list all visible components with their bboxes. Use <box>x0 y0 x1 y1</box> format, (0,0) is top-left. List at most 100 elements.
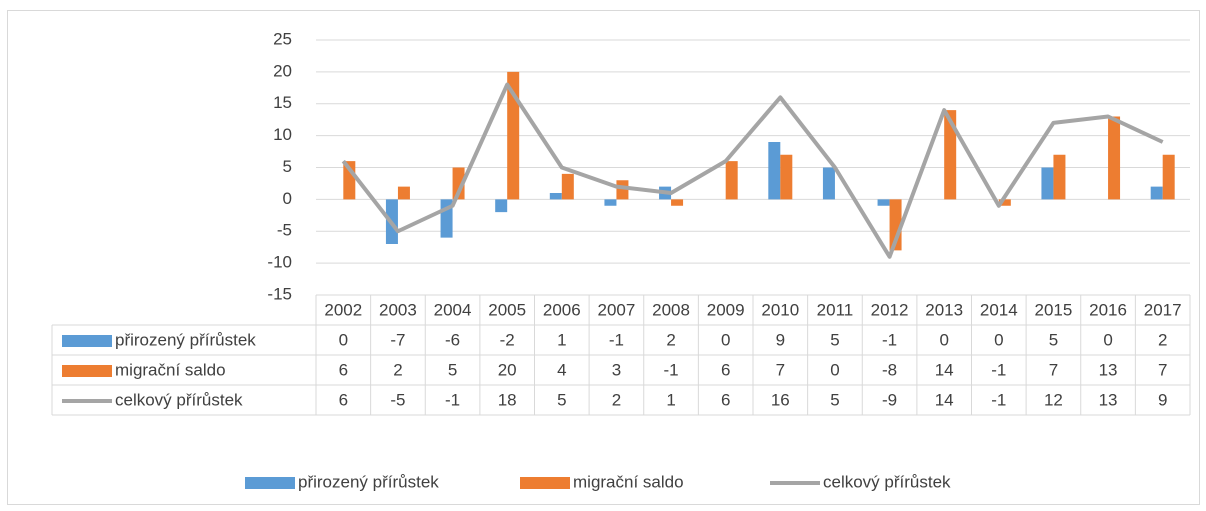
table-cell: 13 <box>1099 390 1118 409</box>
line-series <box>341 82 1164 259</box>
x-tick-label: 2017 <box>1144 300 1182 319</box>
x-tick-label: 2002 <box>324 300 362 319</box>
x-tick-label: 2011 <box>817 300 854 319</box>
bar <box>1150 186 1163 200</box>
table-cell: 0 <box>939 330 948 349</box>
table-cell: -1 <box>609 330 624 349</box>
y-tick-label: -15 <box>267 284 292 303</box>
table-cell: 9 <box>776 330 785 349</box>
legend-label: migrační saldo <box>573 472 684 491</box>
table-cell: 12 <box>1044 390 1063 409</box>
y-tick-label: 15 <box>273 93 292 112</box>
bar <box>495 199 508 213</box>
bar <box>780 154 793 200</box>
table-cell: 18 <box>498 390 517 409</box>
table-cell: 2 <box>666 330 675 349</box>
table-cell: 6 <box>339 390 348 409</box>
x-tick-label: 2010 <box>761 300 799 319</box>
table-cell: 3 <box>612 360 621 379</box>
table-cell: -1 <box>991 360 1006 379</box>
table-cell: 5 <box>830 330 839 349</box>
table-cell: -7 <box>390 330 405 349</box>
table-cell: 4 <box>557 360 566 379</box>
bar <box>1041 167 1054 200</box>
bar <box>768 142 781 200</box>
y-tick-label: 20 <box>273 61 292 80</box>
legend-key <box>62 335 112 347</box>
bar <box>1162 154 1175 200</box>
table-cell: 5 <box>830 390 839 409</box>
legend-label: přirozený přírůstek <box>298 472 439 491</box>
table-cell: -8 <box>882 360 897 379</box>
bar <box>1053 154 1066 200</box>
table-cell: -1 <box>445 390 460 409</box>
x-tick-label: 2008 <box>652 300 690 319</box>
table-row-label: přirozený přírůstek <box>115 330 256 349</box>
y-tick-label: 25 <box>273 29 292 48</box>
table-cell: 5 <box>1049 330 1058 349</box>
table-cell: 2 <box>612 390 621 409</box>
bar <box>549 193 562 200</box>
bar <box>671 199 684 206</box>
table-cell: 0 <box>1103 330 1112 349</box>
table-cell: 1 <box>666 390 675 409</box>
x-tick-label: 2012 <box>871 300 909 319</box>
y-tick-label: 0 <box>283 189 292 208</box>
x-tick-label: 2013 <box>925 300 963 319</box>
table-cell: 5 <box>448 360 457 379</box>
legend-key <box>520 477 570 489</box>
bar <box>877 199 890 206</box>
chart-border <box>7 10 1200 505</box>
x-tick-label: 2014 <box>980 300 1018 319</box>
x-tick-label: 2016 <box>1089 300 1127 319</box>
bar <box>397 186 410 200</box>
y-tick-label: -10 <box>267 253 292 272</box>
legend-key <box>62 365 112 377</box>
bar <box>1108 116 1121 200</box>
x-tick-label: 2009 <box>707 300 745 319</box>
bar <box>507 71 520 200</box>
legend-key <box>245 477 295 489</box>
table-row-label: celkový přírůstek <box>115 390 243 409</box>
table-cell: 0 <box>994 330 1003 349</box>
table-cell: 7 <box>1158 360 1167 379</box>
bar <box>944 110 957 200</box>
bar <box>822 167 835 200</box>
table-cell: 5 <box>557 390 566 409</box>
legend-label: celkový přírůstek <box>823 472 951 491</box>
bar <box>452 167 465 200</box>
x-tick-label: 2003 <box>379 300 417 319</box>
bar <box>604 199 617 206</box>
x-tick-label: 2004 <box>434 300 472 319</box>
table-cell: 2 <box>1158 330 1167 349</box>
table-cell: 7 <box>1049 360 1058 379</box>
y-tick-label: 10 <box>273 125 292 144</box>
table-cell: -1 <box>664 360 679 379</box>
table-cell: 2 <box>393 360 402 379</box>
table-cell: 6 <box>721 390 730 409</box>
x-tick-label: 2007 <box>598 300 636 319</box>
table-cell: -1 <box>882 330 897 349</box>
table-row-label: migrační saldo <box>115 360 226 379</box>
table-cell: -2 <box>500 330 515 349</box>
table-cell: 1 <box>557 330 566 349</box>
table-cell: 0 <box>339 330 348 349</box>
table-cell: 0 <box>830 360 839 379</box>
y-tick-label: -5 <box>277 221 292 240</box>
table-cell: 13 <box>1099 360 1118 379</box>
x-tick-label: 2006 <box>543 300 581 319</box>
table-cell: 9 <box>1158 390 1167 409</box>
table-cell: 0 <box>721 330 730 349</box>
table-cell: -9 <box>882 390 897 409</box>
table-cell: 14 <box>935 360 954 379</box>
x-tick-label: 2015 <box>1035 300 1073 319</box>
table-cell: -5 <box>390 390 405 409</box>
x-tick-label: 2005 <box>488 300 526 319</box>
table-cell: -6 <box>445 330 460 349</box>
table-cell: -1 <box>991 390 1006 409</box>
table-cell: 16 <box>771 390 790 409</box>
bar <box>561 173 574 200</box>
table-cell: 14 <box>935 390 954 409</box>
y-tick-label: 5 <box>283 157 292 176</box>
